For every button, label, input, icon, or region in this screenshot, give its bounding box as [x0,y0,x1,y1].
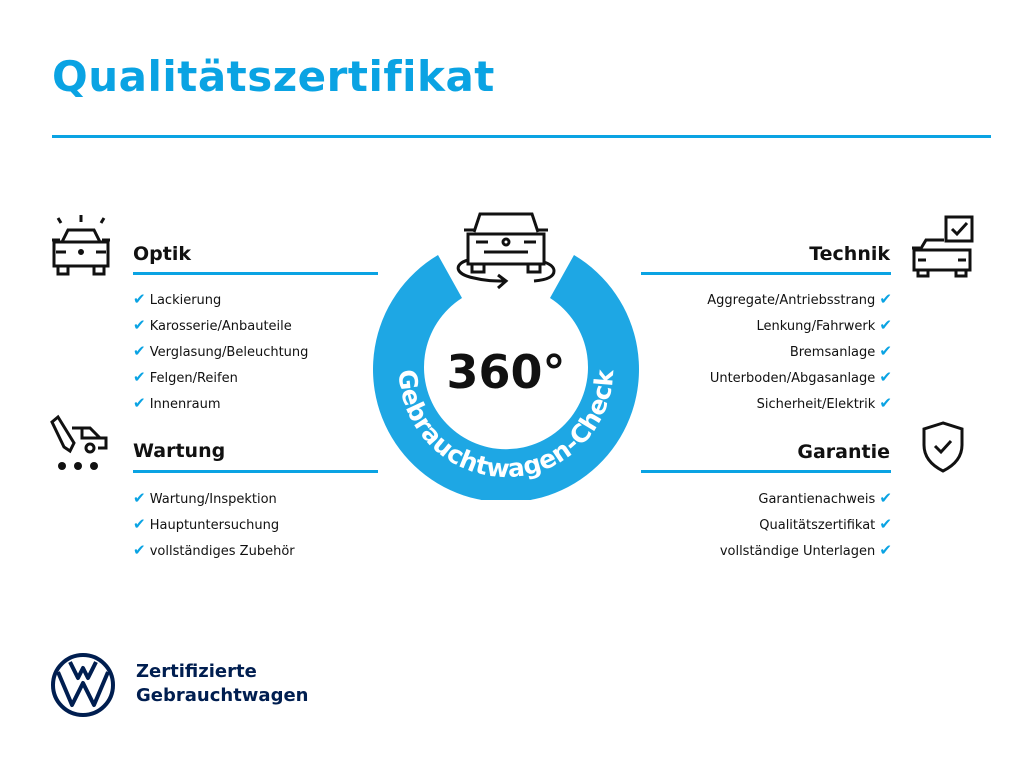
page-title: Qualitätszertifikat [52,52,495,101]
section-heading-garantie: Garantie [797,441,890,463]
divider [133,470,378,473]
divider [133,272,378,275]
list-item: Sicherheit/Elektrik ✔ [756,394,892,412]
list-item: Bremsanlage ✔ [789,342,892,360]
brand-line-2: Gebrauchtwagen [136,685,309,706]
wartung-list: ✔ Wartung/Inspektion ✔ Hauptuntersuchung… [133,486,295,564]
title-divider [52,135,991,138]
list-item: ✔ Felgen/Reifen [133,368,238,386]
list-item: ✔ vollständiges Zubehör [133,541,295,559]
car-lights-icon [52,215,110,276]
center-number: 360° [446,345,565,399]
vw-logo [51,653,115,717]
car-checkbox-icon [912,215,974,278]
list-item: ✔ Hauptuntersuchung [133,515,280,533]
list-item: Garantienachweis ✔ [758,489,892,507]
technik-list: Aggregate/Antriebsstrang ✔ Lenkung/Fahrw… [707,287,892,417]
ring [373,255,639,500]
brand-line-1: Zertifizierte [136,661,257,682]
list-item: Qualitätszertifikat ✔ [759,515,892,533]
divider [641,470,891,473]
section-heading-wartung: Wartung [133,440,226,462]
list-item: ✔ Karosserie/Anbauteile [133,316,292,334]
optik-list: ✔ Lackierung ✔ Karosserie/Anbauteile ✔ V… [133,287,308,417]
list-item: vollständige Unterlagen ✔ [719,541,892,559]
gebrauchtwagen-check-badge: Gebrauchtwagen-Check 360° [373,212,639,500]
garantie-list: Garantienachweis ✔ Qualitätszertifikat ✔… [720,486,892,564]
list-item: ✔ Innenraum [133,394,221,412]
list-item: Lenkung/Fahrwerk ✔ [756,316,892,334]
shield-check-icon [922,421,964,473]
list-item: Aggregate/Antriebsstrang ✔ [707,290,892,308]
brand-text: Zertifizierte Gebrauchtwagen [136,660,308,708]
car-rotate-icon [456,212,556,290]
list-item: ✔ Verglasung/Beleuchtung [133,342,309,360]
list-item: ✔ Lackierung [133,290,222,308]
section-heading-technik: Technik [809,243,890,265]
list-item: ✔ Wartung/Inspektion [133,489,277,507]
service-car-icon [50,414,108,470]
section-heading-optik: Optik [133,243,191,265]
divider [641,272,891,275]
list-item: Unterboden/Abgasanlage ✔ [709,368,892,386]
